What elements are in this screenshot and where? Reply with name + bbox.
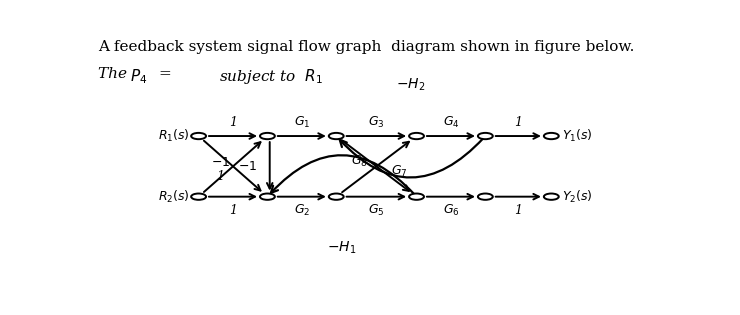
FancyArrowPatch shape — [340, 138, 483, 177]
Text: $G_7$: $G_7$ — [391, 164, 408, 179]
Text: $G_2$: $G_2$ — [294, 203, 310, 218]
Text: $G_3$: $G_3$ — [368, 115, 385, 130]
Circle shape — [409, 193, 424, 200]
Circle shape — [329, 193, 343, 200]
Circle shape — [478, 193, 493, 200]
Text: $Y_1(s)$: $Y_1(s)$ — [562, 128, 593, 144]
Circle shape — [260, 193, 275, 200]
Text: $G_6$: $G_6$ — [443, 203, 460, 218]
Text: $-H_1$: $-H_1$ — [327, 239, 357, 256]
Text: $R_1(s)$: $R_1(s)$ — [158, 128, 190, 144]
Circle shape — [191, 133, 206, 139]
Text: A feedback system signal flow graph  diagram shown in figure below.: A feedback system signal flow graph diag… — [98, 40, 635, 54]
Text: subject to  $R_1$: subject to $R_1$ — [219, 67, 323, 86]
Circle shape — [544, 193, 559, 200]
Text: 1: 1 — [514, 203, 522, 216]
Text: $G_5$: $G_5$ — [368, 203, 385, 218]
Circle shape — [260, 133, 275, 139]
Text: $G_1$: $G_1$ — [294, 115, 310, 130]
Text: $-1$: $-1$ — [238, 160, 257, 173]
Text: $G_8$: $G_8$ — [351, 154, 368, 169]
FancyArrowPatch shape — [271, 155, 414, 195]
Text: $Y_2(s)$: $Y_2(s)$ — [562, 189, 593, 205]
Text: $-1$: $-1$ — [211, 156, 230, 169]
Text: The: The — [98, 67, 137, 81]
Text: $P_4$: $P_4$ — [130, 67, 147, 86]
Text: 1: 1 — [229, 203, 237, 216]
Circle shape — [478, 133, 493, 139]
Text: $G_4$: $G_4$ — [443, 115, 460, 130]
Text: 1: 1 — [514, 116, 522, 129]
Text: 1: 1 — [229, 116, 237, 129]
Text: 1: 1 — [216, 169, 224, 183]
Circle shape — [191, 193, 206, 200]
Text: $R_2(s)$: $R_2(s)$ — [158, 189, 190, 205]
Text: $-H_2$: $-H_2$ — [396, 77, 426, 93]
Text: =: = — [158, 67, 171, 81]
Circle shape — [409, 133, 424, 139]
Circle shape — [544, 133, 559, 139]
Circle shape — [329, 133, 343, 139]
